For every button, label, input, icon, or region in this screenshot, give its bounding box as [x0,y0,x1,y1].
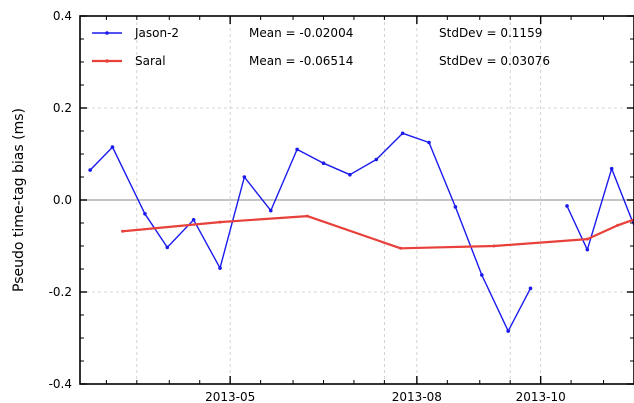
data-point-jason-2 [268,208,273,213]
y-tick-label: 0.4 [53,9,72,23]
data-point-jason-2 [506,329,510,333]
data-point-saral [305,214,309,218]
y-axis-label: Pseudo time-tag bias (ms) [11,108,27,292]
legend-stddev-jason-2: StdDev = 0.1159 [439,26,542,40]
series-layer [88,131,634,333]
axis-ticks [80,15,634,385]
data-point-saral [616,223,620,227]
data-point-jason-2 [165,245,170,250]
data-point-jason-2 [348,172,352,177]
data-point-jason-2 [321,161,326,165]
tick-labels: -0.4 -0.2 0.0 0.2 0.4 2013-05 2013-08 2013-10 [49,9,566,403]
legend-marker-saral [105,59,109,63]
y-tick-label: -0.4 [49,377,72,391]
legend-stddev-saral: StdDev = 0.03076 [439,54,550,68]
data-point-jason-2 [480,273,484,277]
data-point-jason-2 [453,205,458,209]
data-point-jason-2 [528,286,533,291]
legend: Jason-2 Mean = -0.02004 StdDev = 0.1159 Sar… [92,26,550,68]
series-saral [121,214,634,250]
data-point-jason-2 [565,204,569,208]
data-point-jason-2 [609,166,614,171]
legend-mean-saral: Mean = -0.06514 [249,54,353,68]
data-point-jason-2 [427,140,431,145]
data-point-saral [121,229,125,233]
legend-marker-jason-2 [105,31,109,35]
data-point-saral [585,237,589,241]
legend-mean-jason-2: Mean = -0.02004 [249,26,353,40]
x-tick-label: 2013-08 [392,390,442,403]
data-point-jason-2 [374,157,379,162]
legend-name-jason-2: Jason-2 [134,26,179,40]
data-point-jason-2 [218,266,222,270]
data-point-jason-2 [295,147,299,152]
y-tick-label: 0.2 [53,101,72,115]
x-tick-label: 2013-10 [516,390,566,403]
legend-name-saral: Saral [135,54,166,68]
data-point-jason-2 [400,131,405,136]
series-line-jason-2 [89,132,532,332]
y-tick-label: -0.2 [49,285,72,299]
series-jason-2 [88,131,634,333]
series-line-jason-2 [566,167,634,251]
data-point-saral [492,244,496,248]
data-point-jason-2 [242,175,247,179]
data-point-saral [218,220,222,224]
x-tick-label: 2013-05 [205,390,255,403]
data-point-jason-2 [110,145,115,149]
data-point-jason-2 [585,247,590,252]
data-point-jason-2 [143,212,147,216]
data-point-jason-2 [88,168,92,172]
y-tick-label: 0.0 [53,193,72,207]
data-point-saral [399,246,403,250]
data-point-jason-2 [191,217,196,222]
